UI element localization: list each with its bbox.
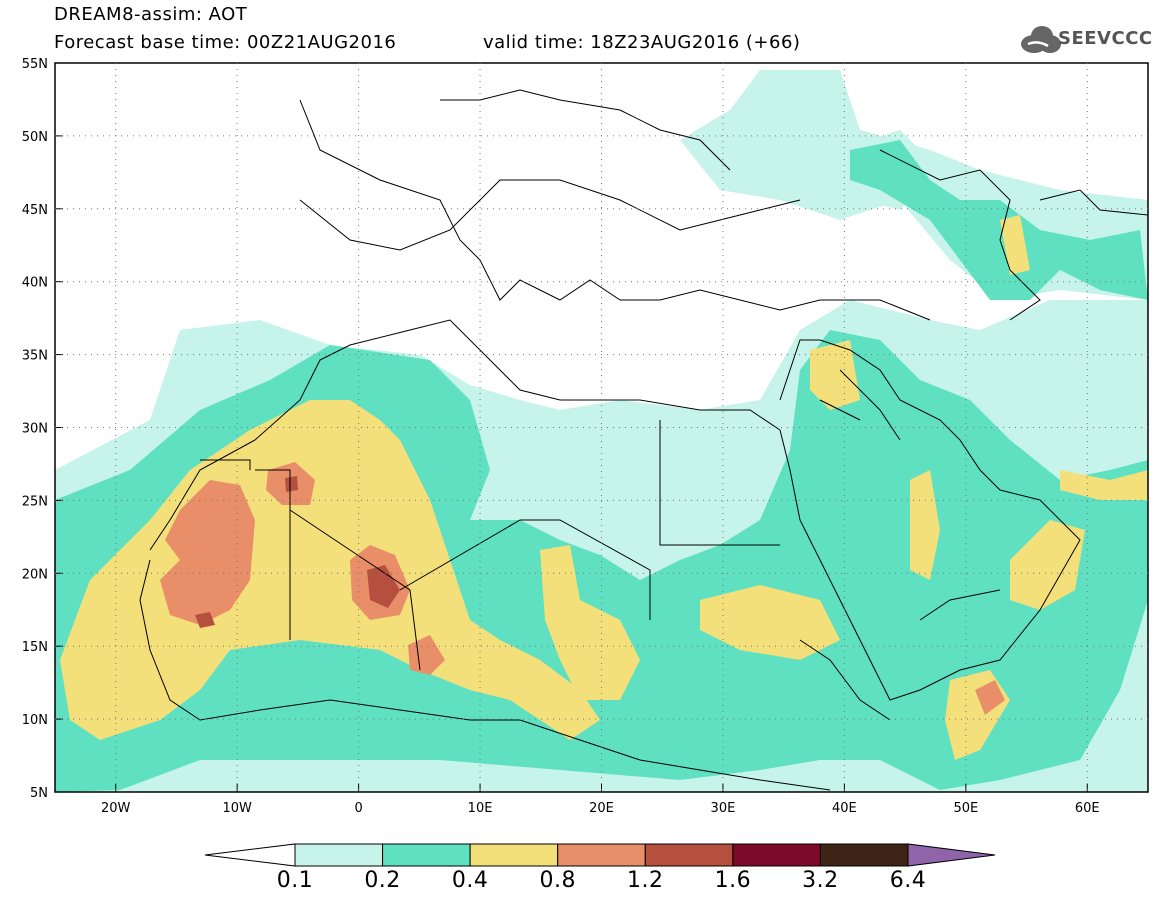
colorbar-label: 1.2 [627, 868, 664, 893]
colorbar-upper-extension [907, 843, 996, 867]
colorbar-label: 1.6 [714, 868, 752, 893]
aot-field-0.4 [540, 545, 640, 700]
colorbar-segment [819, 843, 909, 867]
lat-tick-label: 25N [22, 494, 48, 509]
map-title: DREAM8-assim: AOT [54, 4, 248, 25]
lat-tick-label: 15N [22, 640, 48, 655]
colorbar-segment [732, 843, 821, 867]
lon-tick-label: 20W [101, 801, 131, 816]
lon-tick-label: 10W [222, 801, 252, 816]
colorbar-lower-extension [204, 843, 296, 867]
lon-tick-label: 20E [589, 801, 614, 816]
aot-fields [55, 70, 1148, 792]
logo-text: SEEVCCC [1058, 28, 1153, 49]
lat-tick-label: 20N [22, 567, 48, 582]
lat-tick-label: 45N [22, 203, 48, 218]
colorbar-label: 0.8 [539, 868, 576, 893]
colorbar-label: 3.2 [802, 868, 839, 893]
lat-tick-label: 5N [30, 786, 48, 801]
colorbar-label: 0.4 [451, 868, 489, 893]
lon-tick-label: 60E [1075, 801, 1100, 816]
aot-field-0.4 [700, 585, 840, 660]
aot-field-1.2 [285, 476, 298, 492]
lon-tick-label: 10E [468, 801, 493, 816]
aot-field-0.4 [810, 340, 860, 410]
lon-tick-label: 30E [711, 801, 736, 816]
colorbar-segment [382, 843, 471, 867]
lon-tick-label: 50E [953, 801, 978, 816]
lat-tick-label: 55N [22, 57, 48, 72]
latitude-ticks: 55N 50N 45N 40N 35N 30N 25N 20N 15N 10N 5N [22, 57, 63, 801]
colorbar-segment [644, 843, 734, 867]
aot-field-0.8 [975, 680, 1005, 715]
aot-field-1.2 [367, 565, 400, 608]
colorbar-segment [294, 843, 384, 867]
cloud-icon [1021, 26, 1061, 53]
gridlines [55, 63, 1148, 792]
colorbar-label: 0.2 [364, 868, 401, 893]
colorbar-segment [469, 843, 559, 867]
aot-field-0.4 [910, 470, 940, 580]
lon-tick-label: 0 [354, 801, 362, 816]
longitude-ticks: 20W 10W 0 10E 20E 30E 40E 50E 60E [101, 784, 1100, 816]
aot-field-1.2 [195, 612, 215, 628]
aot-field-0.4 [1000, 215, 1030, 275]
aot-field-0.4 [60, 400, 600, 740]
colorbar-label: 6.4 [889, 868, 927, 893]
lat-tick-label: 35N [22, 349, 48, 364]
valid-time: valid time: 18Z23AUG2016 (+66) [483, 32, 801, 53]
colorbar-label: 0.1 [276, 868, 314, 893]
aot-field-0.8 [160, 480, 255, 625]
lon-tick-label: 40E [832, 801, 857, 816]
lat-tick-label: 30N [22, 422, 48, 437]
coastlines [139, 89, 1148, 791]
colorbar [204, 843, 996, 867]
lat-tick-label: 40N [22, 276, 48, 291]
colorbar-segment [557, 843, 646, 867]
lat-tick-label: 10N [22, 713, 48, 728]
aot-field-0.4 [1060, 470, 1148, 500]
lat-tick-label: 50N [22, 130, 48, 145]
aot-field-0.4 [1010, 520, 1085, 610]
aot-field-0.2 [850, 140, 1148, 300]
forecast-base-time: Forecast base time: 00Z21AUG2016 [54, 32, 397, 53]
